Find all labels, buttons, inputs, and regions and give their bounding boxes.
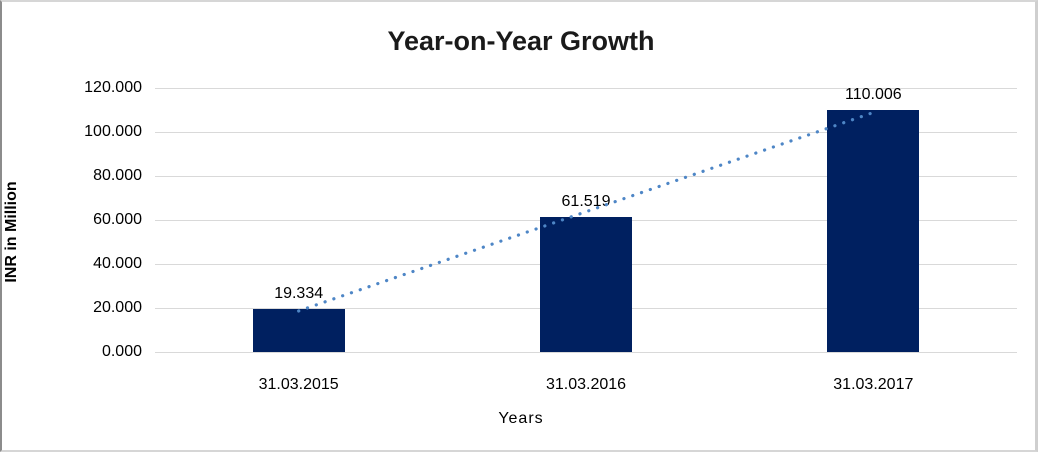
- y-axis-tick-label: 120.000: [84, 79, 142, 96]
- chart-title: Year-on-Year Growth: [387, 26, 655, 56]
- bar-31.03.2017: [827, 109, 920, 352]
- y-axis-tick-label: 100.000: [84, 123, 142, 140]
- bar-data-label: 19.334: [274, 285, 324, 303]
- bar-data-label: 61.519: [561, 192, 611, 210]
- y-axis-tick-label: 60.000: [93, 211, 142, 228]
- y-axis-tick-label: 20.000: [93, 299, 142, 316]
- y-axis-tick-label: 0.000: [101, 343, 142, 360]
- y-axis-tick-label: 80.000: [93, 167, 142, 184]
- bar-31.03.2016: [540, 216, 632, 352]
- y-axis-title: INR in Million: [3, 181, 20, 283]
- gridline: [155, 352, 1017, 353]
- y-axis-tick-label: 40.000: [93, 255, 142, 272]
- x-axis-tick-label: 31.03.2016: [545, 376, 627, 393]
- x-axis-title: Years: [498, 410, 544, 427]
- x-axis-tick-label: 31.03.2015: [258, 376, 339, 393]
- x-axis-tick-label: 31.03.2017: [833, 376, 914, 393]
- gridline: [155, 88, 1017, 89]
- bar-31.03.2015: [252, 309, 345, 352]
- bar-data-label: 110.006: [845, 85, 902, 103]
